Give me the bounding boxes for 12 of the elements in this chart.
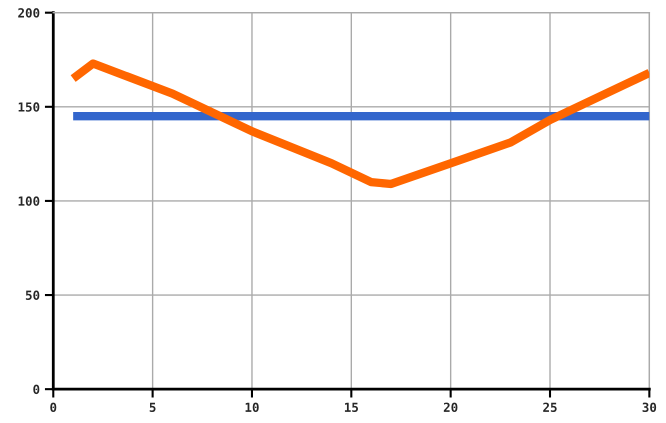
y-tick-label: 0 — [33, 384, 40, 394]
x-tick-label: 25 — [543, 402, 557, 412]
x-tick-label: 0 — [50, 402, 56, 412]
y-tick-label: 200 — [18, 8, 40, 18]
y-tick-label: 150 — [18, 102, 40, 112]
y-tick-label: 100 — [18, 196, 40, 206]
x-tick-label: 30 — [642, 402, 656, 412]
y-tick-label: 50 — [26, 290, 40, 300]
x-tick-label: 10 — [246, 402, 259, 412]
x-tick-label: 5 — [150, 402, 156, 412]
x-tick-label: 15 — [344, 402, 358, 412]
x-tick-label: 20 — [444, 402, 458, 412]
